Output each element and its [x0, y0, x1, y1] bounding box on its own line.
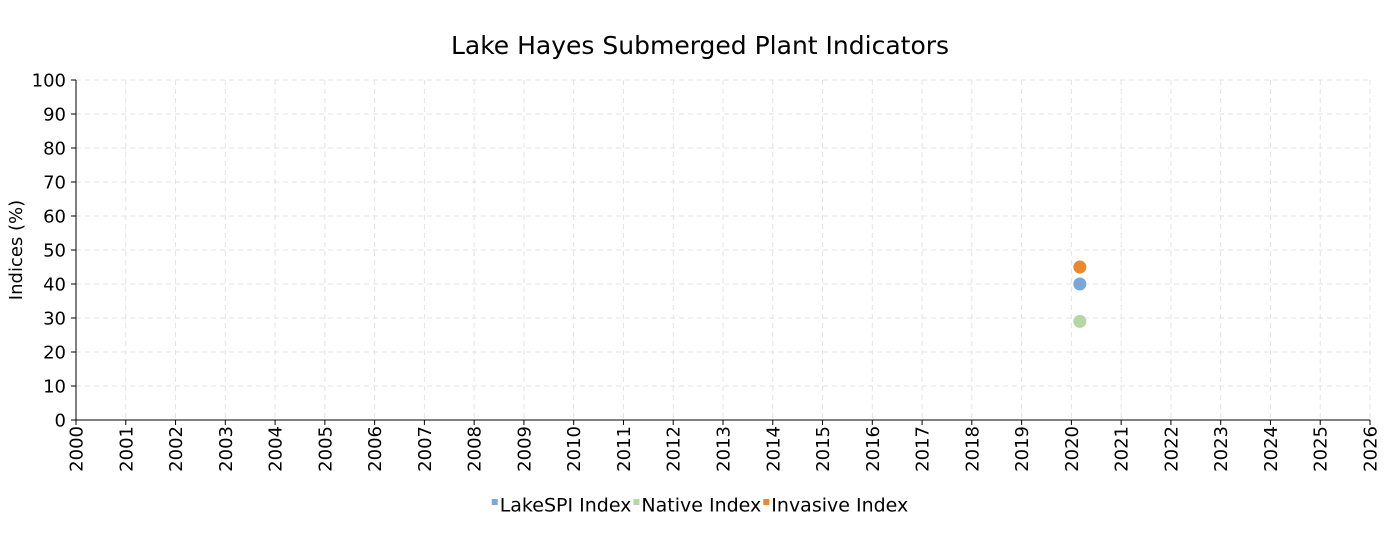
legend-label: Native Index — [641, 495, 761, 517]
legend: LakeSPI Index Native Index Invasive Index — [491, 495, 908, 517]
axis-layer — [71, 79, 1371, 425]
legend-item[interactable]: Native Index — [633, 495, 761, 517]
x-tick-label: 2025 — [1311, 426, 1332, 472]
y-tick-label: 30 — [43, 309, 66, 330]
x-tick-label: 2020 — [1062, 426, 1083, 472]
x-tick-label: 2006 — [365, 426, 386, 472]
y-tick-label: 10 — [43, 377, 66, 398]
y-tick-label: 50 — [43, 241, 66, 262]
x-tick-label: 2016 — [863, 426, 884, 472]
y-tick-label: 0 — [55, 411, 66, 432]
grid-layer — [76, 79, 1371, 420]
x-tick-label: 2004 — [266, 426, 287, 472]
legend-swatch — [763, 499, 770, 505]
x-tick-label: 2012 — [664, 426, 685, 472]
y-tick-label: 60 — [43, 207, 66, 228]
y-tick-label: 100 — [32, 71, 66, 92]
data-point-invasive-index[interactable] — [1073, 260, 1087, 274]
y-axis-title: Indices (%) — [6, 200, 27, 300]
y-tick-label: 40 — [43, 275, 66, 296]
legend-label: LakeSPI Index — [500, 495, 632, 517]
y-tick-label: 90 — [43, 105, 66, 126]
x-tick-label: 2002 — [166, 426, 187, 472]
x-tick-label: 2026 — [1361, 426, 1382, 472]
x-tick-label: 2015 — [813, 426, 834, 472]
y-tick-label: 70 — [43, 173, 66, 194]
x-tick-label: 2007 — [415, 426, 436, 472]
x-tick-label: 2018 — [962, 426, 983, 472]
chart-title: Lake Hayes Submerged Plant Indicators — [451, 31, 949, 60]
y-tick-label: 80 — [43, 139, 66, 160]
x-tick-label: 2024 — [1261, 426, 1282, 472]
y-tick-label: 20 — [43, 343, 66, 364]
legend-swatch — [491, 499, 498, 505]
x-tick-label: 2000 — [67, 426, 88, 472]
legend-item[interactable]: LakeSPI Index — [491, 495, 632, 517]
x-tick-label: 2017 — [913, 426, 934, 472]
x-tick-label: 2013 — [714, 426, 735, 472]
legend-item[interactable]: Invasive Index — [763, 495, 908, 517]
tick-labels: 0 10 20 30 40 50 60 70 80 90 100 2000 2001 2002 2003 20… — [32, 71, 1382, 472]
x-tick-label: 2022 — [1161, 426, 1182, 472]
data-point-lakespi-index[interactable] — [1073, 277, 1087, 291]
x-tick-label: 2003 — [216, 426, 237, 472]
data-point-native-index[interactable] — [1073, 314, 1087, 328]
x-tick-label: 2011 — [614, 426, 635, 472]
legend-swatch — [633, 499, 640, 505]
x-tick-label: 2009 — [514, 426, 535, 472]
data-points — [1073, 260, 1087, 328]
x-tick-label: 2005 — [315, 426, 336, 472]
x-tick-label: 2021 — [1112, 426, 1133, 472]
x-tick-label: 2008 — [465, 426, 486, 472]
legend-label: Invasive Index — [771, 495, 908, 517]
x-tick-label: 2019 — [1012, 426, 1033, 472]
x-tick-label: 2014 — [763, 426, 784, 472]
x-tick-label: 2023 — [1211, 426, 1232, 472]
x-tick-label: 2010 — [564, 426, 585, 472]
x-tick-label: 2001 — [116, 426, 137, 472]
